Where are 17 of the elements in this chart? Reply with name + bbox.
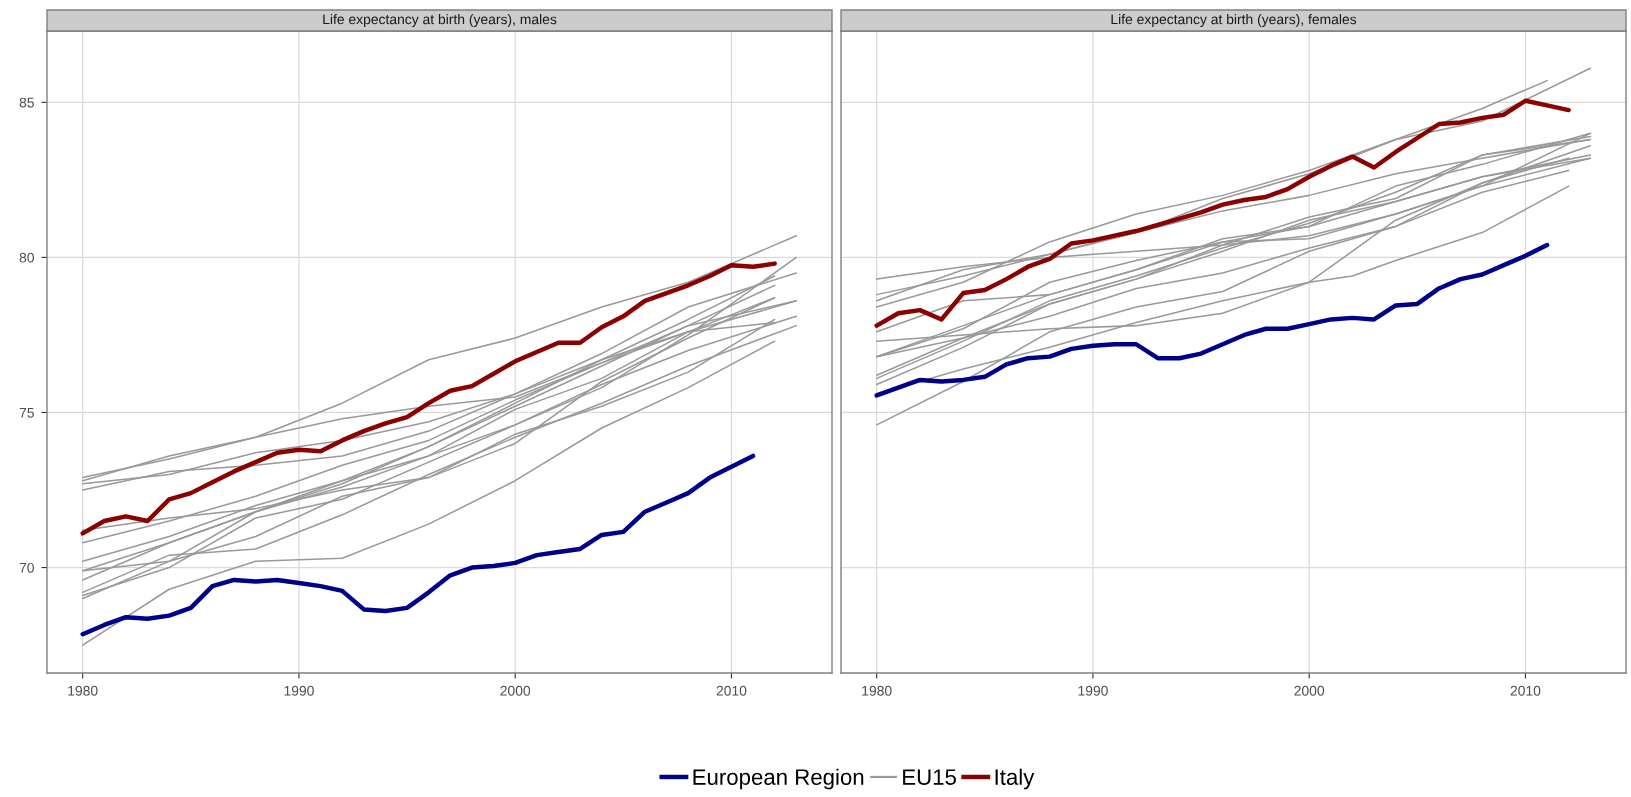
y-tick-label: 80 — [19, 252, 34, 263]
x-tick-label: 2000 — [1294, 685, 1325, 696]
x-tick-label: 1980 — [68, 685, 98, 696]
chart-title: Life expectancy at birth (years), females — [1111, 14, 1357, 27]
chart-title: Life expectancy at birth (years), males — [323, 14, 557, 27]
x-tick-label: 1990 — [284, 685, 314, 696]
x-tick-label: 2010 — [1510, 685, 1541, 696]
y-tick-label: 75 — [19, 407, 34, 418]
legend-label: EU15 — [903, 769, 956, 785]
y-tick-label: 70 — [19, 562, 34, 573]
x-tick-label: 1990 — [1078, 685, 1108, 696]
x-tick-label: 2010 — [716, 685, 747, 696]
legend-label: Italy — [995, 768, 1035, 790]
legend-label: European Region — [693, 768, 864, 790]
x-tick-label: 1980 — [862, 685, 892, 696]
y-tick-label: 85 — [19, 97, 34, 108]
x-tick-label: 2000 — [500, 685, 531, 696]
